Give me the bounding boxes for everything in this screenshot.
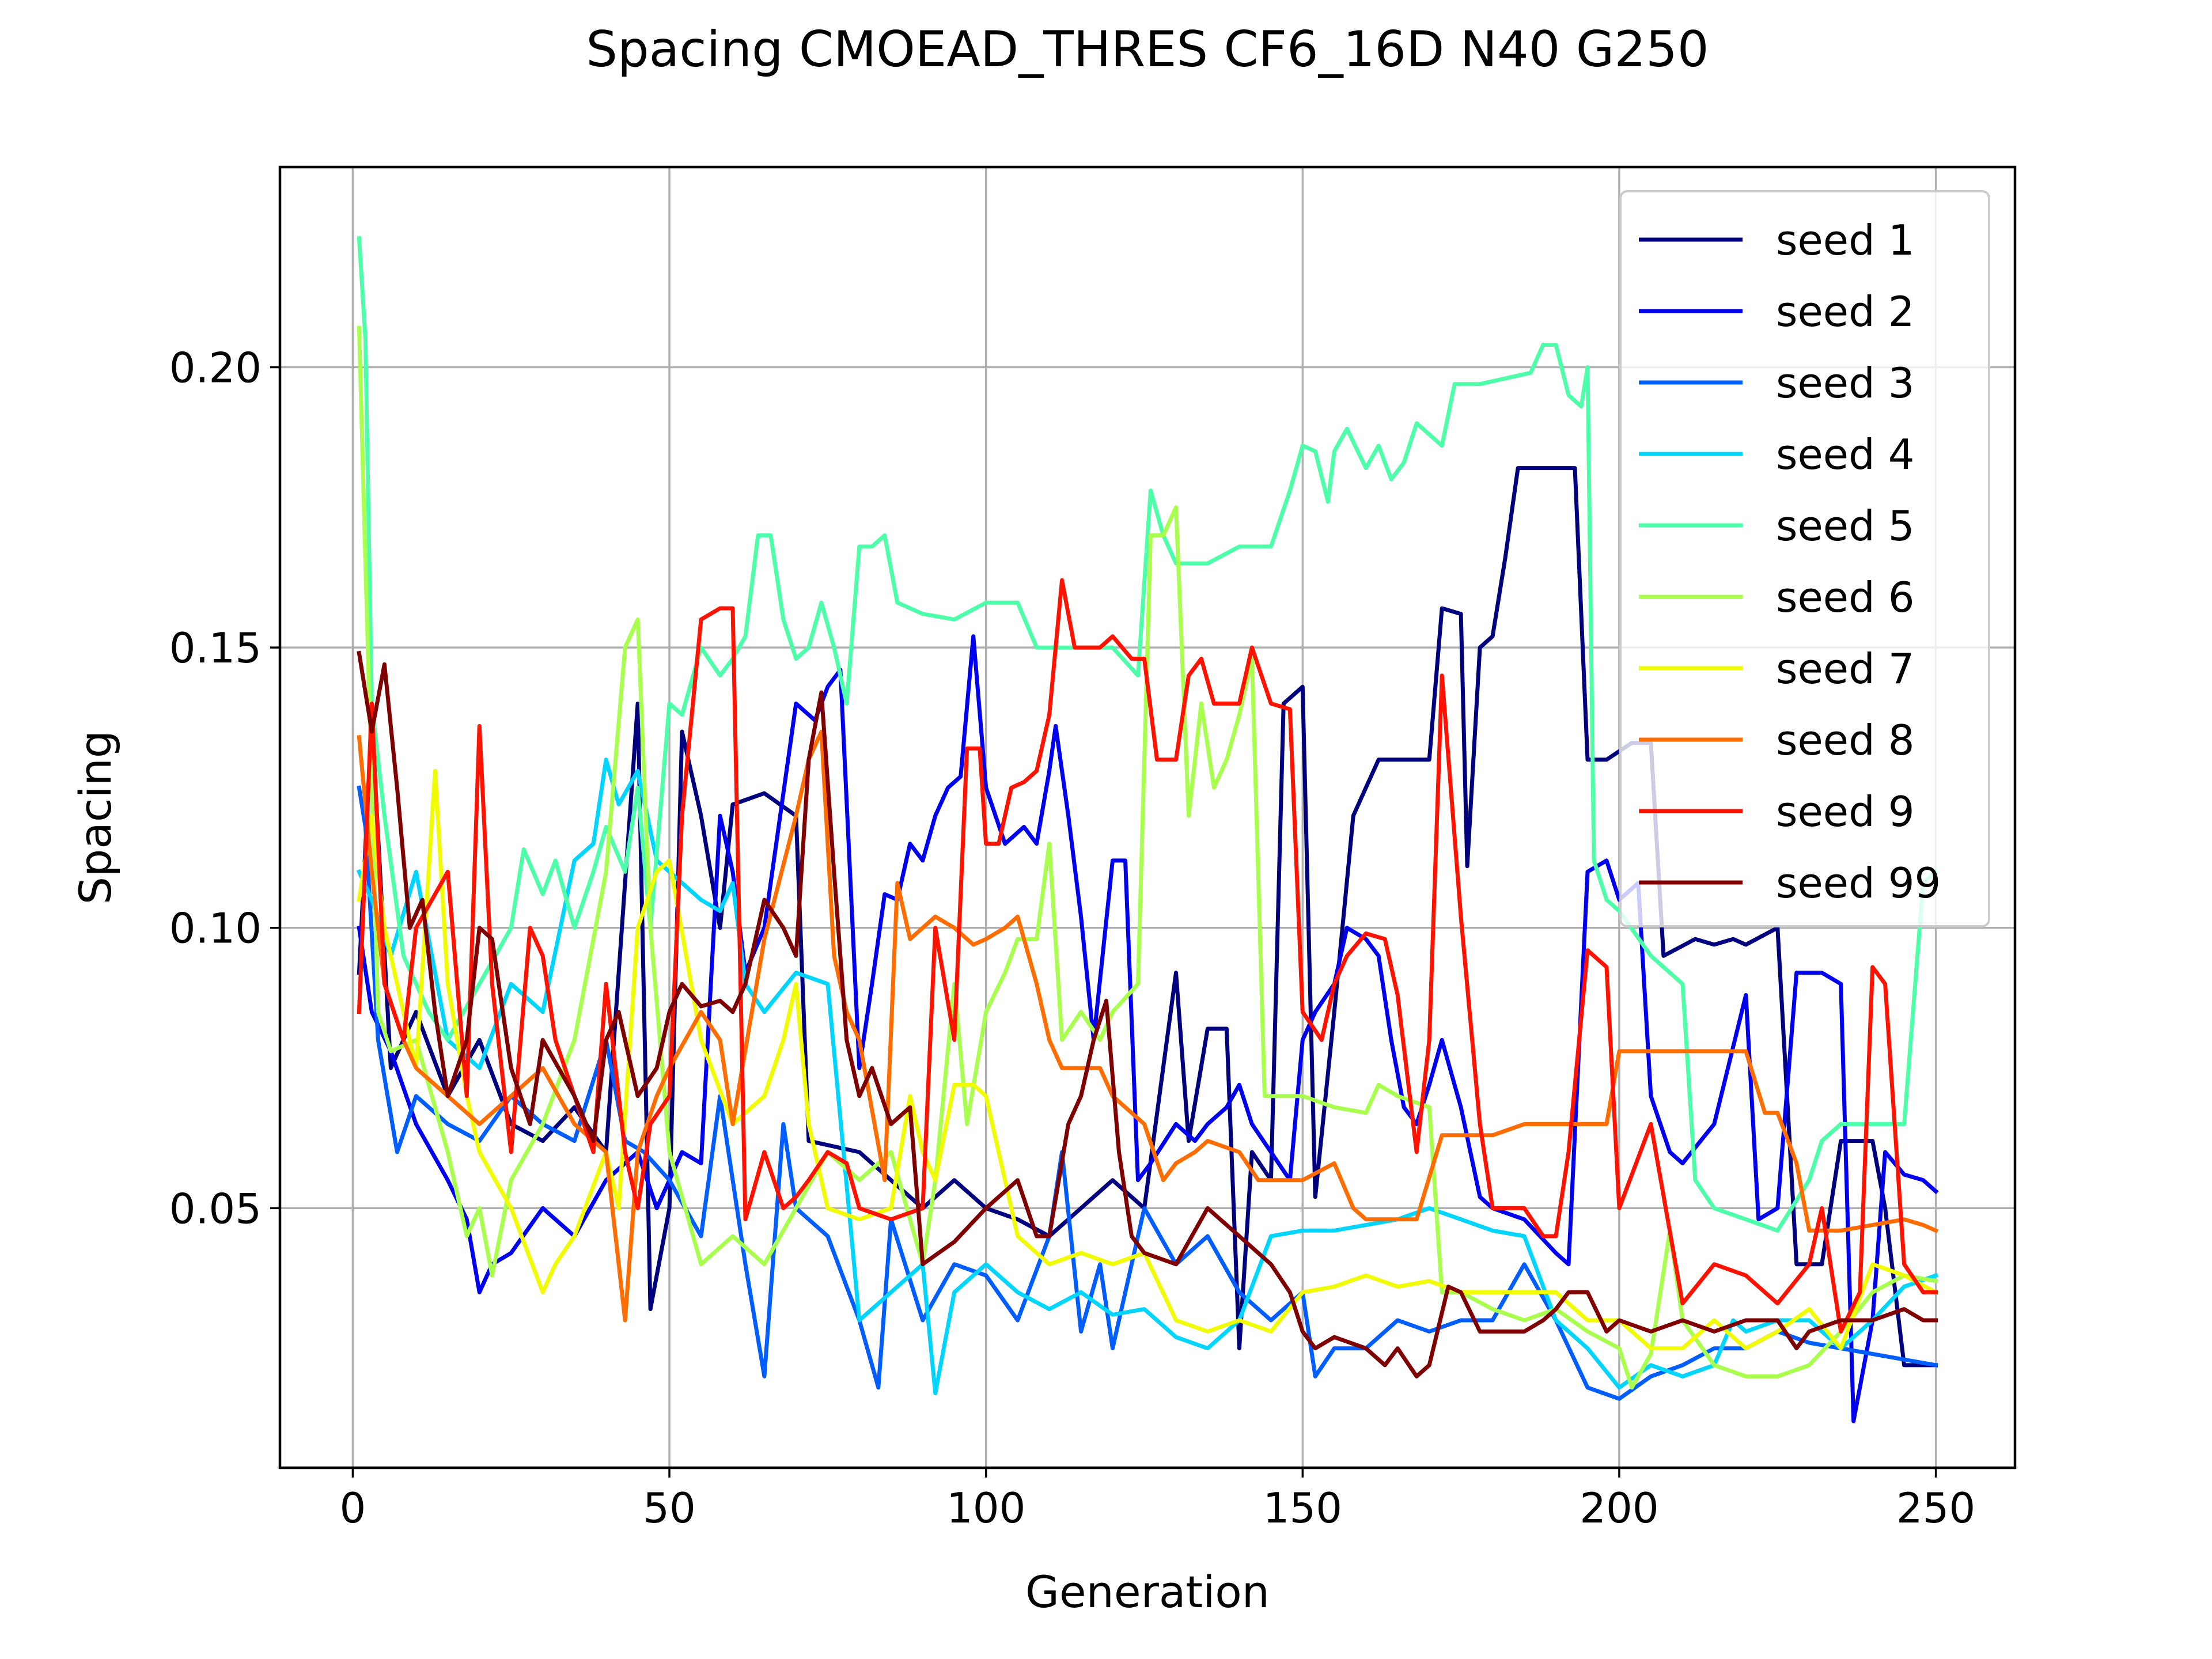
- legend-label: seed 8: [1776, 716, 1915, 764]
- y-axis-label: Spacing: [70, 730, 121, 904]
- x-tick-label: 0: [340, 1484, 366, 1532]
- series-line-seed-2: [357, 634, 1939, 1423]
- legend-label: seed 9: [1776, 787, 1915, 836]
- legend-label: seed 7: [1776, 645, 1915, 693]
- plot-area-frame: [278, 165, 2017, 1469]
- x-axis: 0 50 100 150 200 250: [340, 1468, 1975, 1532]
- legend-label: seed 6: [1776, 573, 1915, 622]
- x-tick-label: 150: [1263, 1484, 1342, 1532]
- series-line-seed-6: [357, 325, 1938, 1390]
- legend-label: seed 99: [1776, 859, 1941, 907]
- legend-box: [1619, 190, 1990, 927]
- x-tick-label: 200: [1580, 1484, 1658, 1532]
- legend-label: seed 3: [1776, 359, 1915, 407]
- y-tick-label: 0.05: [169, 1184, 262, 1233]
- series-line-seed-9: [357, 578, 1938, 1334]
- series-line-seed-8: [357, 729, 1939, 1323]
- y-tick-label: 0.20: [169, 343, 262, 392]
- series-line-seed-4: [356, 757, 1939, 1396]
- series-lines: [356, 236, 1939, 1423]
- chart-title: Spacing CMOEAD_THRES CF6_16D N40 G250: [586, 21, 1709, 78]
- series-line-seed-5: [357, 236, 1939, 1233]
- legend-label: seed 4: [1776, 430, 1915, 479]
- series-line-seed-7: [357, 768, 1939, 1351]
- legend-label: seed 2: [1776, 287, 1915, 336]
- x-tick-label: 50: [643, 1484, 696, 1532]
- y-tick-label: 0.10: [169, 904, 262, 953]
- legend-label: seed 5: [1776, 502, 1915, 550]
- x-axis-label: Generation: [1025, 1566, 1270, 1618]
- x-tick-label: 250: [1896, 1484, 1975, 1532]
- y-axis: 0.05 0.10 0.15 0.20: [169, 343, 280, 1233]
- x-tick-label: 100: [946, 1484, 1025, 1532]
- series-line-seed-99: [357, 650, 1938, 1378]
- legend-label: seed 1: [1776, 216, 1915, 264]
- y-tick-label: 0.15: [169, 624, 262, 672]
- legend: seed 1 seed 2 seed 3 seed 4 seed 5 seed 6 seed…: [1619, 190, 1990, 927]
